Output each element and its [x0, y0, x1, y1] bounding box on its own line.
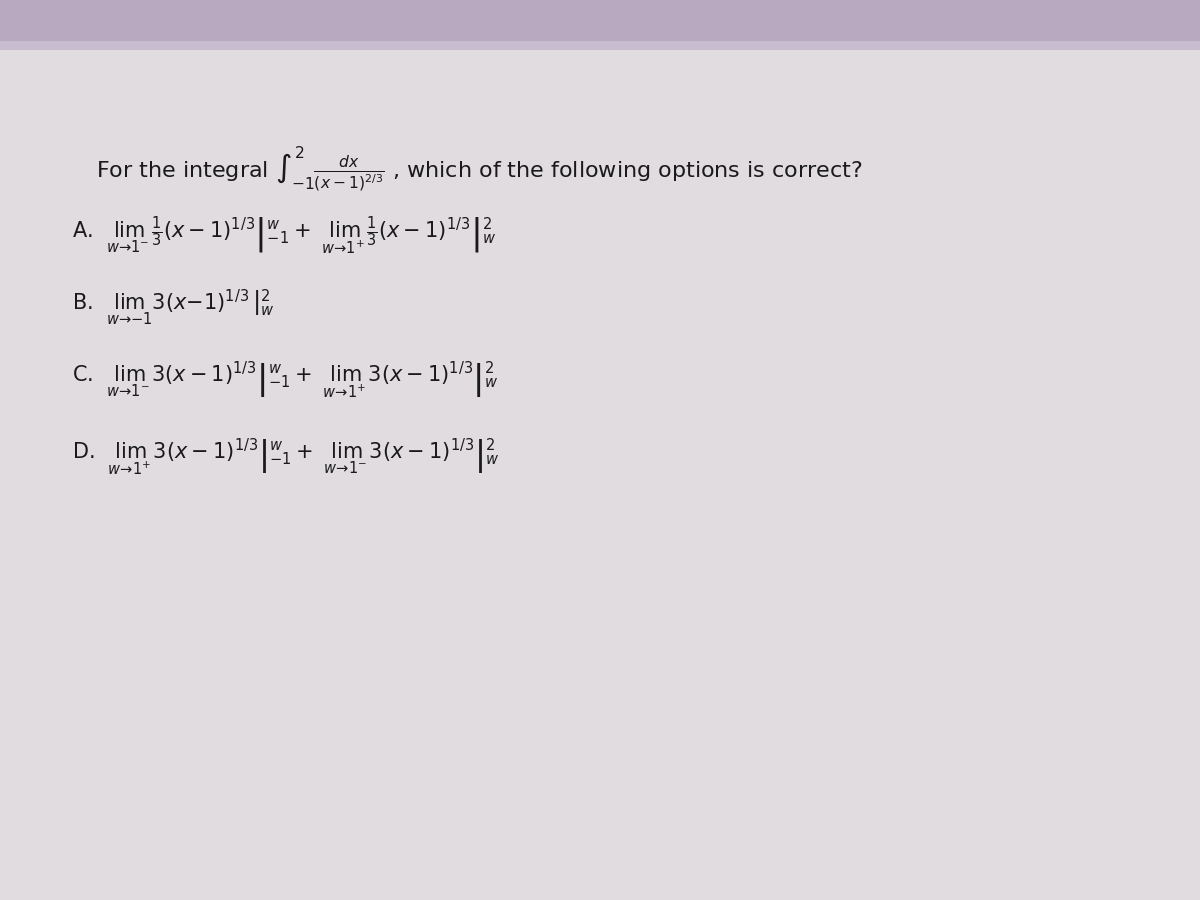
Text: C.  $\lim_{w\to1^{-}} 3(x-1)^{1/3}\left|_{-1}^{w} +\ \lim_{w\to1^{+}} 3(x-1)^{1/: C. $\lim_{w\to1^{-}} 3(x-1)^{1/3}\left|_…: [72, 360, 498, 401]
Text: For the integral $\int_{-1}^{2} \frac{dx}{(x-1)^{2/3}}$ , which of the following: For the integral $\int_{-1}^{2} \frac{dx…: [96, 144, 863, 194]
Text: B.  $\lim_{w\to-1} 3(x-1)^{1/3}\left|_{w}^{2}\right.$: B. $\lim_{w\to-1} 3(x-1)^{1/3}\left|_{w}…: [72, 288, 275, 328]
Text: D.  $\lim_{w\to1^{+}} 3(x-1)^{1/3}\left|_{-1}^{w} +\ \lim_{w\to1^{-}} 3(x-1)^{1/: D. $\lim_{w\to1^{+}} 3(x-1)^{1/3}\left|_…: [72, 436, 499, 478]
Text: 21 OF 21 QUES: 21 OF 21 QUES: [1024, 19, 1188, 39]
Text: es remaining: es remaining: [12, 19, 139, 39]
Text: A.  $\lim_{w\to1^{-}} \frac{1}{3}(x-1)^{1/3}\left|_{-1}^{w} +\ \lim_{w\to1^{+}} : A. $\lim_{w\to1^{-}} \frac{1}{3}(x-1)^{1…: [72, 214, 497, 256]
